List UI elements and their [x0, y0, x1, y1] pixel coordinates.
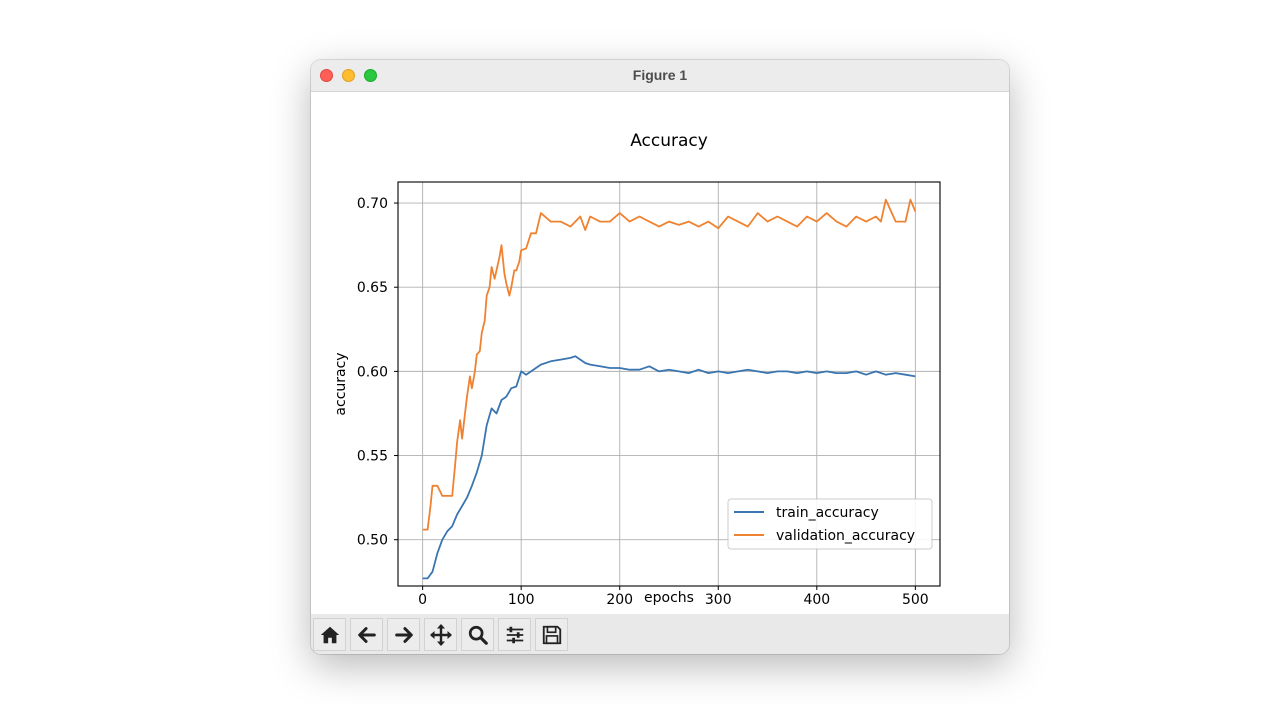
forward-button[interactable]	[387, 618, 420, 651]
y-tick-label: 0.65	[357, 280, 388, 296]
window-title: Figure 1	[632, 67, 688, 83]
plot-frame	[397, 181, 941, 587]
home-button[interactable]	[313, 618, 346, 651]
x-tick-label: 200	[606, 592, 633, 608]
y-tick-label: 0.60	[357, 364, 388, 380]
chart-title: Accuracy	[630, 131, 708, 151]
back-button[interactable]	[350, 618, 383, 651]
floppy-disk-icon	[542, 625, 561, 644]
home-icon	[320, 626, 339, 643]
pan-button[interactable]	[424, 618, 457, 651]
figure-canvas: 0 100 200 300 400 500 0.50 0.55 0.60 0.65 0.70 Accu…	[311, 92, 1009, 614]
y-tick-label: 0.50	[357, 533, 388, 549]
zoom-button[interactable]	[461, 618, 494, 651]
close-window-button[interactable]	[320, 69, 333, 82]
x-tick-label: 400	[803, 592, 830, 608]
minimize-window-button[interactable]	[342, 69, 355, 82]
configure-subplots-button[interactable]	[498, 618, 531, 651]
maximize-window-button[interactable]	[364, 69, 377, 82]
title-bar: Figure 1	[311, 60, 1009, 92]
series-line-train_accuracy	[422, 355, 916, 580]
accuracy-chart: 0 100 200 300 400 500 0.50 0.55 0.60 0.65 0.70 Accu…	[333, 131, 941, 608]
y-axis-label: accuracy	[333, 352, 349, 415]
legend-label: validation_accuracy	[776, 528, 915, 544]
move-icon	[429, 623, 452, 646]
save-button[interactable]	[535, 618, 568, 651]
sliders-icon	[506, 626, 523, 643]
magnifier-icon	[468, 625, 488, 645]
y-tick-label: 0.55	[357, 449, 388, 465]
x-axis-label: epochs	[644, 590, 694, 606]
navigation-toolbar	[311, 614, 1009, 654]
x-tick-label: 100	[508, 592, 535, 608]
x-tick-label: 0	[418, 592, 427, 608]
y-tick-label: 0.70	[357, 196, 388, 212]
figure-window: Figure 1 0 100 200 300 400 500 0.50 0.55 0.60 0.6…	[311, 60, 1009, 654]
arrow-left-icon	[357, 626, 376, 643]
x-tick-label: 300	[705, 592, 732, 608]
series-line-validation_accuracy	[422, 198, 917, 531]
arrow-right-icon	[394, 626, 413, 643]
x-tick-label: 500	[902, 592, 929, 608]
legend-label: train_accuracy	[776, 505, 879, 521]
legend-box	[727, 498, 933, 550]
